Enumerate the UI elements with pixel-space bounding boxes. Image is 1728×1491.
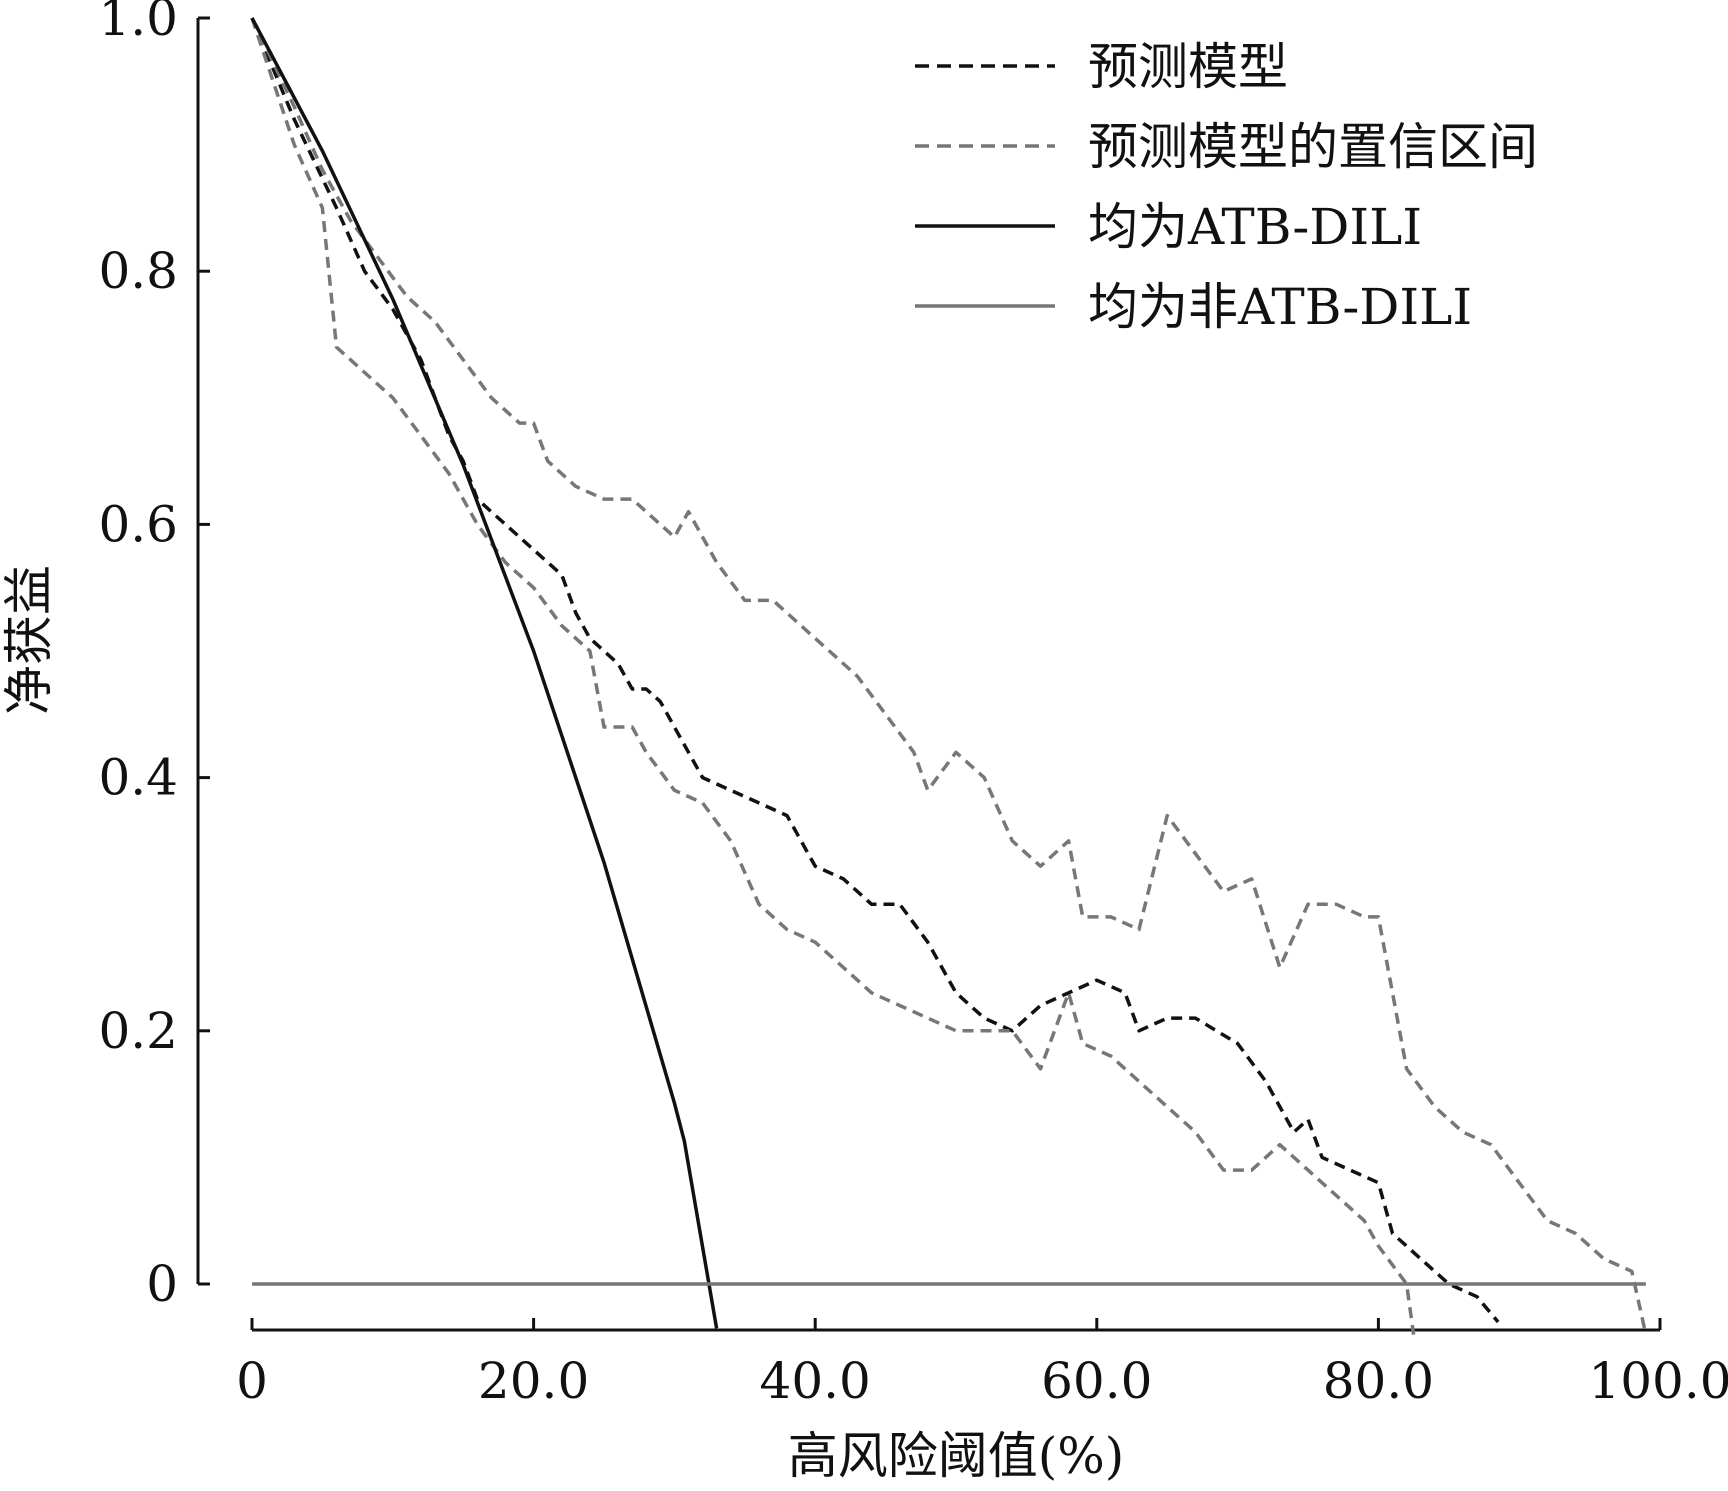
y-tick-label: 0.6 — [98, 495, 178, 553]
y-axis-title: 净获益 — [0, 565, 58, 715]
y-ticks: 0 0.2 0.4 0.6 0.8 1.0 — [98, 0, 210, 1313]
y-tick-label: 0.8 — [98, 242, 178, 300]
series-line-1 — [250, 17, 1648, 1335]
y-tick-label: 1.0 — [98, 0, 178, 47]
x-tick-label: 80.0 — [1323, 1352, 1434, 1410]
legend-label: 预测模型 — [1088, 38, 1288, 96]
legend-label: 预测模型的置信区间 — [1088, 118, 1538, 176]
x-tick-label: 60.0 — [1041, 1352, 1152, 1410]
series-layer — [250, 17, 1648, 1335]
y-tick-label: 0.4 — [98, 749, 178, 807]
x-tick-label: 0 — [236, 1352, 268, 1410]
y-tick-label: 0 — [146, 1255, 178, 1313]
x-tick-label: 20.0 — [478, 1352, 589, 1410]
axes — [196, 18, 1660, 1332]
series-line-2 — [250, 17, 1416, 1335]
x-tick-label: 40.0 — [760, 1352, 871, 1410]
legend-label: 均为非ATB-DILI — [1088, 278, 1472, 336]
series-line-3 — [250, 17, 719, 1329]
y-tick-label: 0.2 — [98, 1002, 178, 1060]
legend-label: 均为ATB-DILI — [1088, 198, 1422, 256]
x-axis-title: 高风险阈值(%) — [788, 1427, 1125, 1485]
x-tick-label: 100.0 — [1588, 1352, 1728, 1410]
x-ticks: 0 20.0 40.0 60.0 80.0 100.0 — [236, 1318, 1728, 1410]
